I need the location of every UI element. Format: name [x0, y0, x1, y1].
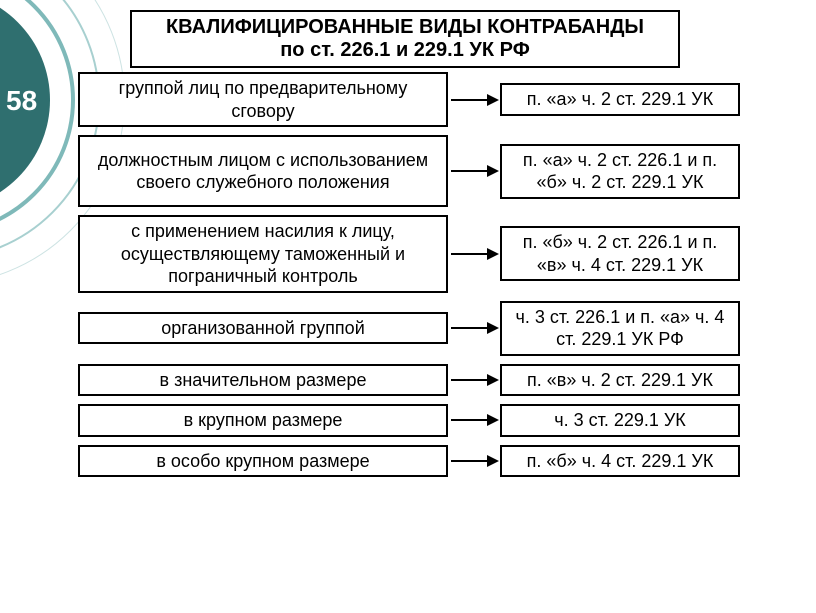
- right-box: п. «а» ч. 2 ст. 229.1 УК: [500, 83, 740, 116]
- left-box: организованной группой: [78, 312, 448, 345]
- arrow-icon: [448, 320, 500, 336]
- arrow-icon: [448, 246, 500, 262]
- rows-container: группой лиц по предварительному сговору п…: [78, 72, 798, 485]
- right-box: п. «в» ч. 2 ст. 229.1 УК: [500, 364, 740, 397]
- left-box: в значительном размере: [78, 364, 448, 397]
- arrow-icon: [448, 412, 500, 428]
- diagram-row: в значительном размере п. «в» ч. 2 ст. 22…: [78, 364, 798, 397]
- arrow-icon: [448, 92, 500, 108]
- diagram-row: в крупном размере ч. 3 ст. 229.1 УК: [78, 404, 798, 437]
- diagram-row: в особо крупном размере п. «б» ч. 4 ст. 2…: [78, 445, 798, 478]
- right-box: ч. 3 ст. 226.1 и п. «а» ч. 4 ст. 229.1 У…: [500, 301, 740, 356]
- slide-number: 58: [6, 85, 37, 117]
- title-box: КВАЛИФИЦИРОВАННЫЕ ВИДЫ КОНТРАБАНДЫ по ст…: [130, 10, 680, 68]
- right-box: ч. 3 ст. 229.1 УК: [500, 404, 740, 437]
- arrow-icon: [448, 453, 500, 469]
- left-box: должностным лицом с использованием своег…: [78, 135, 448, 207]
- right-box: п. «б» ч. 4 ст. 229.1 УК: [500, 445, 740, 478]
- left-box: группой лиц по предварительному сговору: [78, 72, 448, 127]
- diagram-row: организованной группой ч. 3 ст. 226.1 и п…: [78, 301, 798, 356]
- right-box: п. «б» ч. 2 ст. 226.1 и п. «в» ч. 4 ст. …: [500, 226, 740, 281]
- title-line1: КВАЛИФИЦИРОВАННЫЕ ВИДЫ КОНТРАБАНДЫ: [142, 16, 668, 39]
- right-box: п. «а» ч. 2 ст. 226.1 и п. «б» ч. 2 ст. …: [500, 144, 740, 199]
- diagram-row: группой лиц по предварительному сговору п…: [78, 72, 798, 127]
- arrow-icon: [448, 372, 500, 388]
- left-box: в крупном размере: [78, 404, 448, 437]
- diagram-row: с применением насилия к лицу, осуществля…: [78, 215, 798, 293]
- left-box: с применением насилия к лицу, осуществля…: [78, 215, 448, 293]
- arrow-icon: [448, 163, 500, 179]
- diagram-row: должностным лицом с использованием своег…: [78, 135, 798, 207]
- title-line2: по ст. 226.1 и 229.1 УК РФ: [142, 39, 668, 62]
- left-box: в особо крупном размере: [78, 445, 448, 478]
- decorative-circle: [0, 0, 75, 235]
